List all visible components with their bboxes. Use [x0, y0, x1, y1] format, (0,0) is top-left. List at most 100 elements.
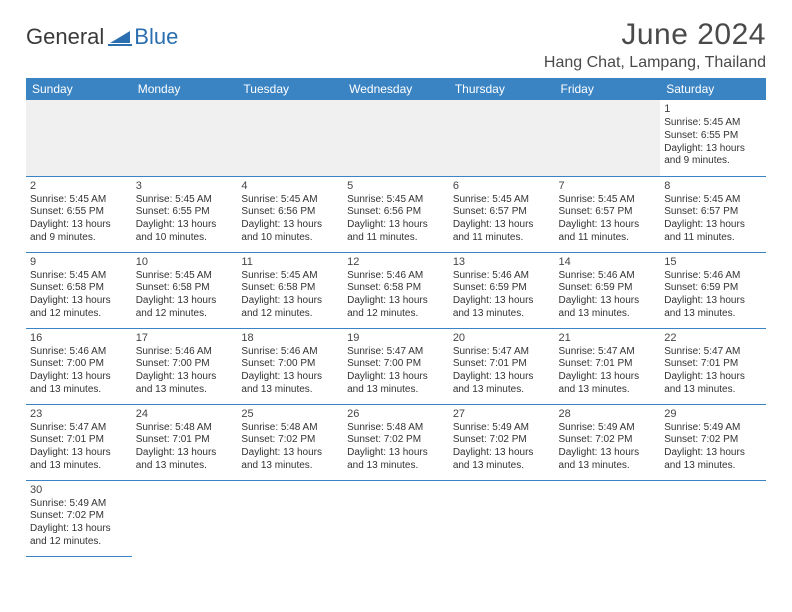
logo-word1: General — [26, 24, 104, 50]
day-number: 30 — [30, 483, 128, 497]
sunrise-line: Sunrise: 5:47 AM — [30, 422, 128, 435]
calendar-head: SundayMondayTuesdayWednesdayThursdayFrid… — [26, 78, 766, 100]
calendar-cell — [237, 100, 343, 176]
calendar-body: 1Sunrise: 5:45 AMSunset: 6:55 PMDaylight… — [26, 100, 766, 556]
sunset-line: Sunset: 6:58 PM — [30, 282, 128, 295]
daylight-line: and 13 minutes. — [136, 460, 234, 473]
sunset-line: Sunset: 6:55 PM — [136, 206, 234, 219]
calendar-cell — [449, 480, 555, 556]
day-header: Thursday — [449, 78, 555, 100]
calendar-cell — [132, 480, 238, 556]
daylight-line: and 13 minutes. — [347, 460, 445, 473]
calendar-cell — [555, 100, 661, 176]
day-number: 16 — [30, 331, 128, 345]
sunset-line: Sunset: 6:57 PM — [453, 206, 551, 219]
sunrise-line: Sunrise: 5:46 AM — [30, 346, 128, 359]
daylight-line: and 12 minutes. — [347, 308, 445, 321]
calendar-cell: 12Sunrise: 5:46 AMSunset: 6:58 PMDayligh… — [343, 252, 449, 328]
sunset-line: Sunset: 7:02 PM — [453, 434, 551, 447]
calendar-cell: 16Sunrise: 5:46 AMSunset: 7:00 PMDayligh… — [26, 328, 132, 404]
calendar-cell — [26, 100, 132, 176]
sunrise-line: Sunrise: 5:45 AM — [241, 270, 339, 283]
day-number: 14 — [559, 255, 657, 269]
daylight-line: Daylight: 13 hours — [30, 523, 128, 536]
sunset-line: Sunset: 7:02 PM — [664, 434, 762, 447]
sunset-line: Sunset: 6:55 PM — [664, 130, 762, 143]
day-number: 2 — [30, 179, 128, 193]
daylight-line: Daylight: 13 hours — [30, 295, 128, 308]
daylight-line: and 11 minutes. — [347, 232, 445, 245]
daylight-line: and 13 minutes. — [664, 384, 762, 397]
daylight-line: Daylight: 13 hours — [559, 447, 657, 460]
calendar-cell: 4Sunrise: 5:45 AMSunset: 6:56 PMDaylight… — [237, 176, 343, 252]
calendar-cell: 24Sunrise: 5:48 AMSunset: 7:01 PMDayligh… — [132, 404, 238, 480]
daylight-line: Daylight: 13 hours — [559, 219, 657, 232]
sunset-line: Sunset: 6:58 PM — [347, 282, 445, 295]
daylight-line: and 13 minutes. — [136, 384, 234, 397]
daylight-line: and 11 minutes. — [559, 232, 657, 245]
month-title: June 2024 — [544, 18, 766, 52]
day-number: 4 — [241, 179, 339, 193]
daylight-line: Daylight: 13 hours — [664, 143, 762, 156]
sunset-line: Sunset: 6:57 PM — [559, 206, 657, 219]
daylight-line: and 9 minutes. — [664, 155, 762, 168]
calendar-cell: 1Sunrise: 5:45 AMSunset: 6:55 PMDaylight… — [660, 100, 766, 176]
calendar-cell: 23Sunrise: 5:47 AMSunset: 7:01 PMDayligh… — [26, 404, 132, 480]
daylight-line: Daylight: 13 hours — [241, 295, 339, 308]
sunrise-line: Sunrise: 5:49 AM — [664, 422, 762, 435]
sunset-line: Sunset: 7:01 PM — [664, 358, 762, 371]
day-number: 7 — [559, 179, 657, 193]
sunrise-line: Sunrise: 5:47 AM — [347, 346, 445, 359]
sunrise-line: Sunrise: 5:45 AM — [136, 270, 234, 283]
day-number: 10 — [136, 255, 234, 269]
daylight-line: and 12 minutes. — [136, 308, 234, 321]
location: Hang Chat, Lampang, Thailand — [544, 54, 766, 72]
logo-sail-icon — [108, 27, 132, 47]
sunset-line: Sunset: 7:02 PM — [347, 434, 445, 447]
daylight-line: Daylight: 13 hours — [664, 219, 762, 232]
day-number: 25 — [241, 407, 339, 421]
day-number: 8 — [664, 179, 762, 193]
day-number: 17 — [136, 331, 234, 345]
daylight-line: Daylight: 13 hours — [347, 219, 445, 232]
sunset-line: Sunset: 7:02 PM — [30, 510, 128, 523]
calendar-cell: 2Sunrise: 5:45 AMSunset: 6:55 PMDaylight… — [26, 176, 132, 252]
calendar-week: 9Sunrise: 5:45 AMSunset: 6:58 PMDaylight… — [26, 252, 766, 328]
calendar-week: 1Sunrise: 5:45 AMSunset: 6:55 PMDaylight… — [26, 100, 766, 176]
daylight-line: Daylight: 13 hours — [347, 295, 445, 308]
calendar-cell: 3Sunrise: 5:45 AMSunset: 6:55 PMDaylight… — [132, 176, 238, 252]
sunset-line: Sunset: 7:00 PM — [347, 358, 445, 371]
calendar-cell: 17Sunrise: 5:46 AMSunset: 7:00 PMDayligh… — [132, 328, 238, 404]
daylight-line: and 12 minutes. — [30, 308, 128, 321]
daylight-line: Daylight: 13 hours — [30, 219, 128, 232]
day-number: 20 — [453, 331, 551, 345]
day-number: 11 — [241, 255, 339, 269]
sunset-line: Sunset: 7:01 PM — [559, 358, 657, 371]
calendar-week: 23Sunrise: 5:47 AMSunset: 7:01 PMDayligh… — [26, 404, 766, 480]
daylight-line: and 13 minutes. — [559, 308, 657, 321]
sunrise-line: Sunrise: 5:46 AM — [664, 270, 762, 283]
daylight-line: Daylight: 13 hours — [664, 371, 762, 384]
calendar-cell — [343, 100, 449, 176]
daylight-line: and 13 minutes. — [241, 384, 339, 397]
daylight-line: Daylight: 13 hours — [136, 295, 234, 308]
daylight-line: Daylight: 13 hours — [347, 447, 445, 460]
sunrise-line: Sunrise: 5:45 AM — [30, 194, 128, 207]
sunset-line: Sunset: 6:56 PM — [347, 206, 445, 219]
day-header: Sunday — [26, 78, 132, 100]
calendar-cell: 29Sunrise: 5:49 AMSunset: 7:02 PMDayligh… — [660, 404, 766, 480]
sunset-line: Sunset: 6:58 PM — [241, 282, 339, 295]
calendar-cell: 7Sunrise: 5:45 AMSunset: 6:57 PMDaylight… — [555, 176, 661, 252]
calendar-cell: 11Sunrise: 5:45 AMSunset: 6:58 PMDayligh… — [237, 252, 343, 328]
day-header: Monday — [132, 78, 238, 100]
calendar-cell: 14Sunrise: 5:46 AMSunset: 6:59 PMDayligh… — [555, 252, 661, 328]
sunrise-line: Sunrise: 5:48 AM — [136, 422, 234, 435]
day-number: 21 — [559, 331, 657, 345]
daylight-line: and 13 minutes. — [30, 460, 128, 473]
sunrise-line: Sunrise: 5:49 AM — [453, 422, 551, 435]
daylight-line: Daylight: 13 hours — [453, 371, 551, 384]
calendar-cell: 10Sunrise: 5:45 AMSunset: 6:58 PMDayligh… — [132, 252, 238, 328]
sunrise-line: Sunrise: 5:45 AM — [30, 270, 128, 283]
daylight-line: and 13 minutes. — [453, 384, 551, 397]
logo: General Blue — [26, 18, 178, 50]
